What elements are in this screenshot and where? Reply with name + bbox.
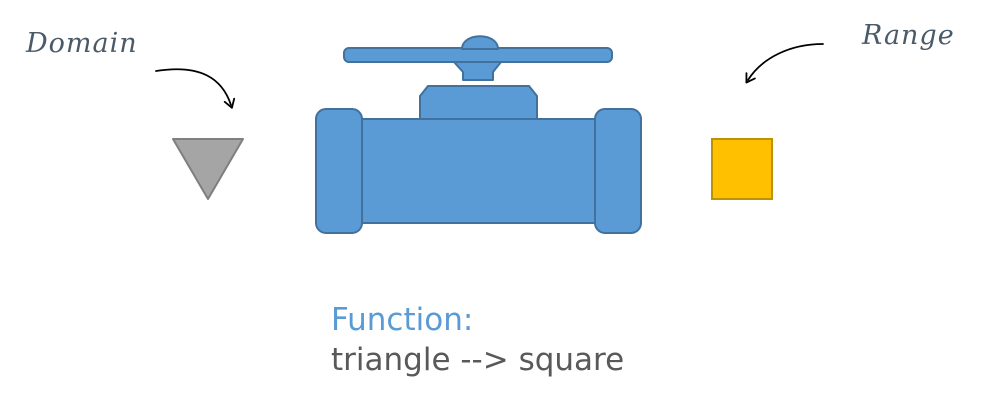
valve-icon [315,35,642,234]
domain-label: Domain [25,28,138,59]
range-arrow [745,43,824,84]
caption-title: Function: [331,302,474,338]
range-label: Range [861,20,955,51]
caption-text: triangle --> square [331,342,625,378]
square-icon [711,138,773,200]
inverted-triangle-icon [172,138,244,200]
domain-arrow [155,68,236,109]
caption: Function: triangle --> square [331,300,624,380]
